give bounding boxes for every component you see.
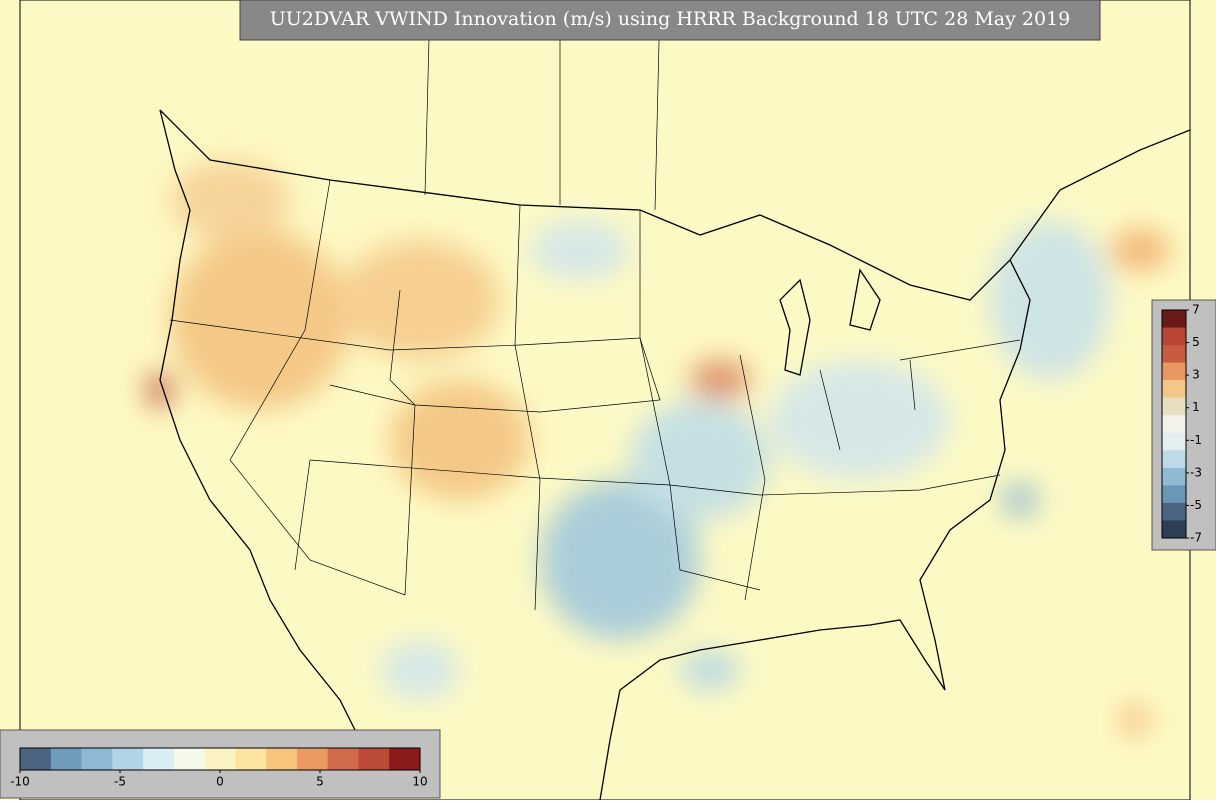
- colorbar-segment: [358, 748, 390, 770]
- colorbar-segment: [112, 748, 144, 770]
- colorbar-segment: [1162, 415, 1186, 434]
- colorbar-tick-label: 5: [316, 775, 324, 789]
- colorbar-segment: [1162, 345, 1186, 364]
- colorbar-tick-label: -3: [1190, 465, 1202, 479]
- colorbar-segment: [1162, 450, 1186, 469]
- colorbar-segment: [389, 748, 421, 770]
- colorbar-segment: [1162, 502, 1186, 521]
- colorbar-outline: [1161, 309, 1187, 539]
- colorbar-segment: [20, 748, 52, 770]
- colorbar-tick-label: -10: [10, 775, 30, 789]
- colorbar-segment: [1162, 520, 1186, 539]
- colorbar-segment: [1162, 380, 1186, 399]
- colorbar-tick-label: 7: [1192, 303, 1200, 317]
- colorbar-tick-label: -5: [1190, 498, 1202, 512]
- colorbar-tick-label: 1: [1192, 400, 1200, 414]
- colorbar-segment: [204, 748, 236, 770]
- colorbar-tick-label: -1: [1190, 433, 1202, 447]
- title-box: [239, 0, 1101, 41]
- colorbar-segment: [50, 748, 83, 770]
- colorbar-segment: [1162, 432, 1186, 451]
- colorbar-tick-label: 3: [1192, 368, 1200, 382]
- colorbar-segment: [327, 748, 359, 770]
- colorbar-segment: [1162, 467, 1186, 486]
- colorbar-segment: [143, 748, 175, 770]
- colorbar-segment: [1162, 327, 1186, 346]
- colorbar-segment: [1162, 310, 1186, 329]
- colorbar-tick-label: -5: [114, 775, 126, 789]
- colorbar-segment: [1162, 485, 1186, 504]
- colorbar-tick-label: -7: [1190, 531, 1202, 545]
- colorbar-segment: [266, 748, 298, 770]
- colorbar-segment: [1162, 362, 1186, 381]
- colorbar-tick-label: 0: [216, 775, 224, 789]
- colorbar-tick-label: 5: [1192, 335, 1200, 349]
- map-title: UU2DVAR VWIND Innovation (m/s) using HRR…: [270, 8, 1071, 30]
- colorbar-segment: [296, 748, 329, 770]
- colorbar-tick-label: 10: [412, 775, 427, 789]
- colorbar-segment: [81, 748, 113, 770]
- colorbar-segment: [173, 748, 206, 770]
- colorbar-segment: [1162, 397, 1186, 416]
- colorbar-segment: [235, 748, 267, 770]
- coastlines: [159, 109, 1191, 801]
